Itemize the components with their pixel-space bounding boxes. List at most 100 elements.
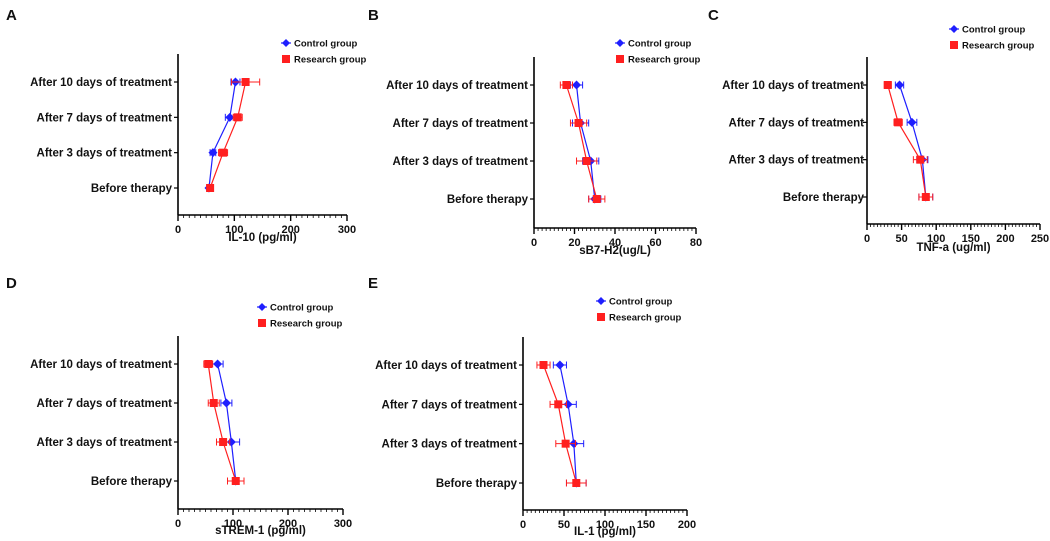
category-label: After 3 days of treatment — [729, 155, 865, 167]
research-point — [921, 193, 930, 201]
x-tick-label: 100 — [927, 233, 945, 245]
x-tick-label: 250 — [1031, 233, 1049, 245]
research-series-line — [207, 363, 237, 482]
category-label: After 10 days of treatment — [386, 80, 528, 92]
research-point — [883, 81, 892, 89]
legend-research-marker — [616, 55, 624, 63]
x-axis-title: sB7-H2(ug/L) — [579, 245, 651, 257]
research-point — [582, 157, 591, 165]
x-axis-title: IL-10 (pg/ml) — [228, 232, 297, 244]
research-point — [561, 439, 570, 448]
research-point — [562, 81, 571, 89]
x-tick-label: 60 — [649, 237, 661, 249]
legend-research-marker — [258, 319, 266, 327]
category-label: Before therapy — [436, 478, 518, 490]
control-series-line — [208, 81, 237, 189]
x-tick-label: 150 — [637, 519, 655, 531]
control-point — [208, 148, 218, 158]
x-tick-label: 100 — [224, 518, 242, 530]
research-point — [219, 148, 228, 157]
x-tick-label: 0 — [531, 237, 537, 249]
research-series-line — [887, 84, 927, 198]
legend-research-label: Research group — [628, 55, 701, 66]
category-label: After 3 days of treatment — [37, 437, 173, 449]
x-tick-label: 100 — [596, 519, 614, 531]
category-label: Before therapy — [447, 194, 529, 206]
category-label: After 10 days of treatment — [722, 80, 864, 92]
category-label: After 10 days of treatment — [30, 359, 172, 371]
legend-research-label: Research group — [294, 55, 367, 66]
legend-research-label: Research group — [962, 41, 1035, 52]
panel-c: C 0 50 100 150 200 250 TNF-a (ug/ml) After 10 da… — [708, 7, 1049, 254]
research-point — [916, 155, 925, 164]
research-point — [241, 78, 250, 86]
panel-a: A 0 100 200 300 IL-10 (pg/ml) After 10 days of… — [6, 7, 367, 244]
category-label: After 7 days of treatment — [37, 398, 173, 410]
research-point — [554, 400, 563, 409]
control-point — [226, 437, 236, 447]
legend-control-label: Control group — [609, 297, 673, 308]
legend: Control group Research group — [257, 303, 343, 330]
control-point — [572, 80, 582, 90]
x-tick-label: 200 — [279, 518, 297, 530]
control-point — [225, 112, 235, 122]
category-label: After 10 days of treatment — [30, 77, 172, 89]
x-axis-title: IL-1 (pg/ml) — [574, 526, 636, 538]
category-label: After 3 days of treatment — [382, 439, 518, 451]
x-tick-label: 40 — [609, 237, 621, 249]
x-tick-label: 200 — [281, 224, 299, 236]
research-point — [894, 118, 903, 127]
x-tick-label: 0 — [520, 519, 526, 531]
legend-control-label: Control group — [294, 39, 358, 50]
research-series-line — [565, 84, 598, 200]
research-point — [539, 361, 548, 369]
control-point — [563, 399, 573, 409]
legend-research-label: Research group — [609, 313, 682, 324]
control-point — [213, 359, 223, 369]
x-tick-label: 300 — [334, 518, 352, 530]
category-label: After 3 days of treatment — [393, 156, 529, 168]
x-tick-label: 0 — [864, 233, 870, 245]
x-tick-label: 50 — [558, 519, 570, 531]
legend-research-label: Research group — [270, 319, 343, 330]
research-point — [572, 479, 581, 487]
panel-d: D 0 100 200 300 sTREM-1 (pg/ml) After 10 days … — [6, 275, 352, 537]
category-label: After 10 days of treatment — [375, 360, 517, 372]
category-label: Before therapy — [91, 476, 173, 488]
category-label: After 3 days of treatment — [37, 148, 173, 160]
panel-e: E 0 50 100 150 200 IL-1 (pg/ml) After 10 days o… — [368, 275, 696, 538]
legend-control-label: Control group — [628, 39, 692, 50]
panel-letter: E — [368, 275, 378, 292]
panel-b: B 0 20 40 60 80 sB7-H2(ug/L) After 10 days of t… — [368, 7, 702, 257]
x-axis-title: sTREM-1 (pg/ml) — [215, 525, 306, 537]
x-tick-label: 300 — [338, 224, 356, 236]
control-series-line — [559, 364, 577, 484]
research-point — [206, 184, 215, 192]
research-point — [592, 195, 601, 203]
x-tick-label: 80 — [690, 237, 702, 249]
panel-letter: C — [708, 7, 719, 24]
legend-research-marker — [597, 313, 605, 321]
control-point — [221, 398, 231, 408]
x-tick-label: 200 — [996, 233, 1014, 245]
category-label: After 7 days of treatment — [729, 117, 865, 129]
x-tick-label: 200 — [678, 519, 696, 531]
x-tick-label: 0 — [175, 518, 181, 530]
legend-control-marker — [616, 39, 624, 47]
x-tick-label: 150 — [962, 233, 980, 245]
legend-control-marker — [950, 25, 958, 33]
control-series-line — [898, 84, 927, 198]
legend-control-marker — [282, 39, 290, 47]
research-point — [233, 113, 242, 122]
x-tick-label: 20 — [568, 237, 580, 249]
control-point — [555, 360, 565, 370]
research-series-line — [209, 81, 247, 189]
control-series-line — [217, 363, 237, 482]
control-point — [907, 117, 917, 127]
panel-letter: A — [6, 7, 17, 24]
research-point — [204, 360, 213, 368]
research-series-line — [542, 364, 577, 484]
legend-research-marker — [282, 55, 290, 63]
category-label: After 7 days of treatment — [37, 112, 173, 124]
